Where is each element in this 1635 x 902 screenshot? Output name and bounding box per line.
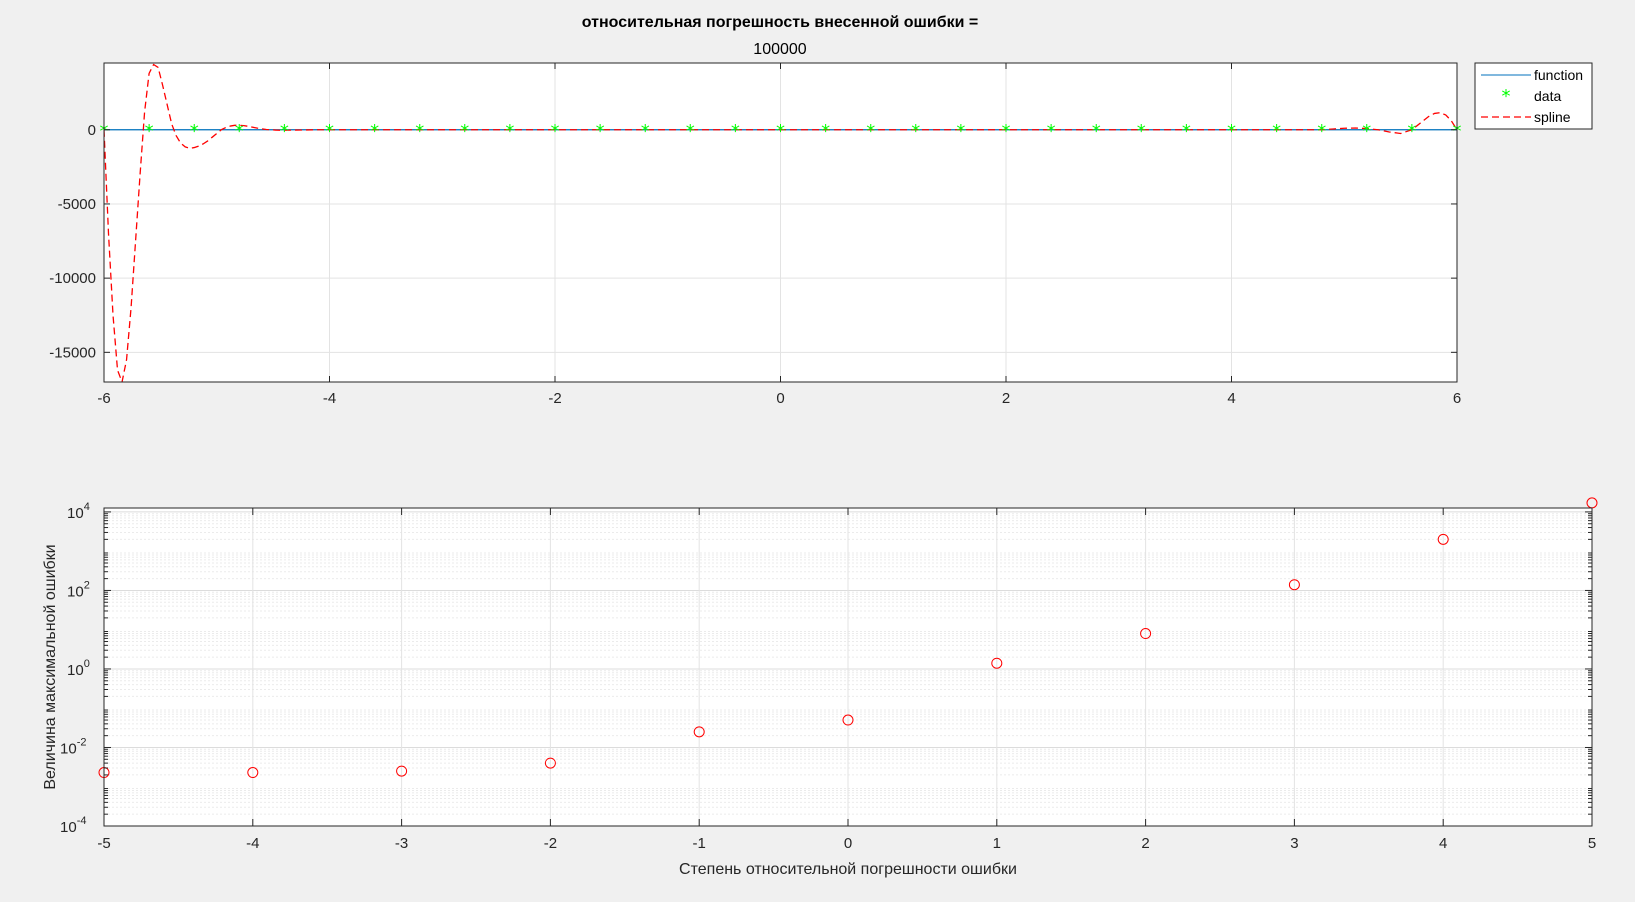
data-point: * — [1272, 121, 1281, 142]
y-tick-label: 10-2 — [60, 736, 86, 757]
data-point: * — [776, 121, 785, 142]
data-point: * — [551, 121, 560, 142]
x-tick-label: 0 — [844, 835, 852, 852]
data-point: * — [505, 121, 514, 142]
x-tick-label: -5 — [97, 835, 110, 852]
data-point: * — [1137, 121, 1146, 142]
legend-function-label: function — [1534, 67, 1583, 83]
x-tick-label: -2 — [544, 835, 557, 852]
data-point: * — [280, 121, 289, 142]
chart-subtitle: 100000 — [753, 41, 806, 58]
data-point — [1586, 497, 1598, 509]
data-point: * — [956, 121, 965, 142]
series-spline-line — [104, 63, 1457, 382]
data-point: * — [1362, 121, 1371, 142]
data-point: * — [596, 121, 605, 142]
x-tick-label: 6 — [1453, 390, 1461, 407]
x-tick-label: 0 — [776, 390, 784, 407]
data-point: * — [1407, 121, 1416, 142]
data-point: * — [911, 121, 920, 142]
top-series: * * * * * * * * * * * * * * * * * * * * * * * * * * * * * * * — [100, 63, 1462, 382]
data-point — [991, 657, 1003, 669]
data-point: * — [1047, 121, 1056, 142]
x-tick-label: 5 — [1588, 835, 1596, 852]
top-chart: относительная погрешность внесенной ошиб… — [49, 14, 1593, 407]
data-point: * — [731, 121, 740, 142]
data-point — [1437, 533, 1449, 545]
data-point — [247, 767, 259, 779]
x-tick-label: -6 — [97, 390, 110, 407]
data-point: * — [1092, 121, 1101, 142]
data-point: * — [1317, 121, 1326, 142]
y-tick-label: 0 — [88, 122, 96, 139]
x-tick-label: 2 — [1141, 835, 1149, 852]
data-point — [842, 714, 854, 726]
data-point — [693, 726, 705, 738]
data-point: * — [145, 121, 154, 142]
x-tick-label: -1 — [693, 835, 706, 852]
x-tick-label: 4 — [1227, 390, 1235, 407]
x-tick-label: 3 — [1290, 835, 1298, 852]
x-tick-label: -2 — [548, 390, 561, 407]
data-point — [1140, 628, 1152, 640]
bottom-chart: 10-4 10-2 100 102 104 -5 -4 -3 -2 -1 0 1 2 3 4 5 Степен… — [42, 497, 1598, 878]
legend-data-marker: * — [1502, 86, 1511, 107]
data-point: * — [235, 121, 244, 142]
x-tick-label: 4 — [1439, 835, 1447, 852]
legend: function * data spline — [1474, 62, 1593, 130]
data-point — [396, 765, 408, 777]
bottom-ticks: 10-4 10-2 100 102 104 -5 -4 -3 -2 -1 0 1 2 3 4 5 — [60, 501, 1596, 852]
x-tick-label: -4 — [246, 835, 259, 852]
y-axis-label: Величина максимальной ошибки — [42, 544, 59, 789]
data-point: * — [866, 121, 875, 142]
x-tick-label: 2 — [1002, 390, 1010, 407]
y-tick-label: 10-4 — [60, 815, 86, 836]
data-point: * — [1182, 121, 1191, 142]
bottom-series — [98, 497, 1598, 779]
data-point: * — [370, 121, 379, 142]
data-point: * — [1002, 121, 1011, 142]
chart-title: относительная погрешность внесенной ошиб… — [582, 14, 978, 31]
x-axis-label: Степень относительной погрешности ошибки — [679, 861, 1017, 878]
x-tick-label: 1 — [993, 835, 1001, 852]
y-tick-label: 100 — [67, 658, 90, 679]
data-point: * — [415, 121, 424, 142]
data-point: * — [686, 121, 695, 142]
data-point: * — [460, 121, 469, 142]
data-point: * — [1227, 121, 1236, 142]
legend-box — [1474, 62, 1593, 130]
top-ticks: -6 -4 -2 0 2 4 6 -15000 -10000 -5000 0 — [49, 63, 1461, 407]
y-tick-label: -10000 — [49, 270, 96, 287]
data-point: * — [325, 121, 334, 142]
legend-spline-label: spline — [1534, 109, 1571, 125]
y-tick-label: -15000 — [49, 344, 96, 361]
data-point: * — [190, 121, 199, 142]
data-point — [544, 757, 556, 769]
legend-data-label: data — [1534, 88, 1561, 104]
x-tick-label: -3 — [395, 835, 408, 852]
x-tick-label: -4 — [323, 390, 336, 407]
data-point — [1288, 579, 1300, 591]
y-tick-label: 104 — [67, 501, 90, 522]
y-tick-label: 102 — [67, 579, 90, 600]
data-point: * — [641, 121, 650, 142]
y-tick-label: -5000 — [58, 196, 96, 213]
data-point: * — [821, 121, 830, 142]
